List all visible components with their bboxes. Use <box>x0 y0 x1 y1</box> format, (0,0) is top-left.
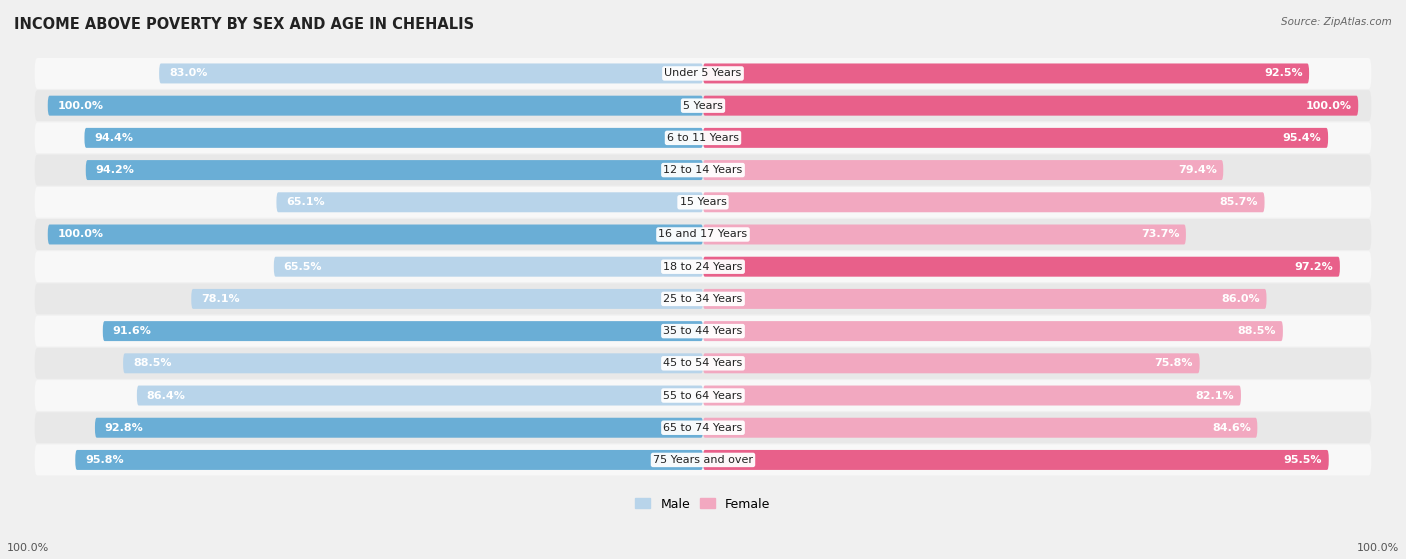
FancyBboxPatch shape <box>35 219 1371 250</box>
Text: 95.4%: 95.4% <box>1282 133 1322 143</box>
Text: 16 and 17 Years: 16 and 17 Years <box>658 230 748 239</box>
FancyBboxPatch shape <box>703 128 1329 148</box>
Text: 75.8%: 75.8% <box>1154 358 1194 368</box>
Text: INCOME ABOVE POVERTY BY SEX AND AGE IN CHEHALIS: INCOME ABOVE POVERTY BY SEX AND AGE IN C… <box>14 17 474 32</box>
FancyBboxPatch shape <box>277 192 703 212</box>
Text: 18 to 24 Years: 18 to 24 Years <box>664 262 742 272</box>
FancyBboxPatch shape <box>35 155 1371 186</box>
Text: 83.0%: 83.0% <box>169 68 207 78</box>
Text: 84.6%: 84.6% <box>1212 423 1251 433</box>
Text: 92.8%: 92.8% <box>105 423 143 433</box>
Text: 88.5%: 88.5% <box>134 358 172 368</box>
FancyBboxPatch shape <box>703 418 1257 438</box>
FancyBboxPatch shape <box>35 90 1371 121</box>
FancyBboxPatch shape <box>96 418 703 438</box>
FancyBboxPatch shape <box>136 386 703 405</box>
FancyBboxPatch shape <box>124 353 703 373</box>
Legend: Male, Female: Male, Female <box>630 492 776 515</box>
Text: 65.5%: 65.5% <box>284 262 322 272</box>
Text: 12 to 14 Years: 12 to 14 Years <box>664 165 742 175</box>
Text: 15 Years: 15 Years <box>679 197 727 207</box>
Text: 100.0%: 100.0% <box>58 230 104 239</box>
Text: Source: ZipAtlas.com: Source: ZipAtlas.com <box>1281 17 1392 27</box>
FancyBboxPatch shape <box>703 386 1241 405</box>
Text: 88.5%: 88.5% <box>1237 326 1277 336</box>
Text: 85.7%: 85.7% <box>1219 197 1258 207</box>
Text: 100.0%: 100.0% <box>58 101 104 111</box>
FancyBboxPatch shape <box>703 192 1264 212</box>
Text: 94.2%: 94.2% <box>96 165 135 175</box>
Text: 100.0%: 100.0% <box>1306 101 1351 111</box>
FancyBboxPatch shape <box>103 321 703 341</box>
Text: 94.4%: 94.4% <box>94 133 134 143</box>
FancyBboxPatch shape <box>48 96 703 116</box>
Text: 97.2%: 97.2% <box>1295 262 1333 272</box>
Text: 35 to 44 Years: 35 to 44 Years <box>664 326 742 336</box>
Text: 95.5%: 95.5% <box>1284 455 1322 465</box>
FancyBboxPatch shape <box>84 128 703 148</box>
Text: 78.1%: 78.1% <box>201 294 239 304</box>
Text: 5 Years: 5 Years <box>683 101 723 111</box>
FancyBboxPatch shape <box>35 316 1371 347</box>
FancyBboxPatch shape <box>35 380 1371 411</box>
FancyBboxPatch shape <box>703 64 1309 83</box>
Text: 79.4%: 79.4% <box>1178 165 1216 175</box>
Text: 86.4%: 86.4% <box>146 391 186 400</box>
Text: 100.0%: 100.0% <box>1357 543 1399 553</box>
Text: 95.8%: 95.8% <box>86 455 124 465</box>
Text: 65.1%: 65.1% <box>287 197 325 207</box>
FancyBboxPatch shape <box>703 160 1223 180</box>
Text: 100.0%: 100.0% <box>7 543 49 553</box>
Text: 82.1%: 82.1% <box>1195 391 1234 400</box>
FancyBboxPatch shape <box>35 187 1371 218</box>
FancyBboxPatch shape <box>76 450 703 470</box>
FancyBboxPatch shape <box>35 58 1371 89</box>
Text: 91.6%: 91.6% <box>112 326 152 336</box>
FancyBboxPatch shape <box>703 225 1185 244</box>
FancyBboxPatch shape <box>48 225 703 244</box>
Text: 86.0%: 86.0% <box>1222 294 1260 304</box>
FancyBboxPatch shape <box>35 444 1371 475</box>
FancyBboxPatch shape <box>35 348 1371 379</box>
Text: 55 to 64 Years: 55 to 64 Years <box>664 391 742 400</box>
FancyBboxPatch shape <box>703 450 1329 470</box>
Text: Under 5 Years: Under 5 Years <box>665 68 741 78</box>
Text: 6 to 11 Years: 6 to 11 Years <box>666 133 740 143</box>
FancyBboxPatch shape <box>703 353 1199 373</box>
FancyBboxPatch shape <box>35 251 1371 282</box>
FancyBboxPatch shape <box>703 289 1267 309</box>
FancyBboxPatch shape <box>35 413 1371 443</box>
FancyBboxPatch shape <box>191 289 703 309</box>
FancyBboxPatch shape <box>159 64 703 83</box>
FancyBboxPatch shape <box>703 96 1358 116</box>
FancyBboxPatch shape <box>35 283 1371 314</box>
FancyBboxPatch shape <box>703 257 1340 277</box>
Text: 92.5%: 92.5% <box>1264 68 1302 78</box>
Text: 65 to 74 Years: 65 to 74 Years <box>664 423 742 433</box>
Text: 45 to 54 Years: 45 to 54 Years <box>664 358 742 368</box>
FancyBboxPatch shape <box>703 321 1282 341</box>
FancyBboxPatch shape <box>86 160 703 180</box>
Text: 73.7%: 73.7% <box>1140 230 1180 239</box>
Text: 75 Years and over: 75 Years and over <box>652 455 754 465</box>
FancyBboxPatch shape <box>35 122 1371 153</box>
Text: 25 to 34 Years: 25 to 34 Years <box>664 294 742 304</box>
FancyBboxPatch shape <box>274 257 703 277</box>
